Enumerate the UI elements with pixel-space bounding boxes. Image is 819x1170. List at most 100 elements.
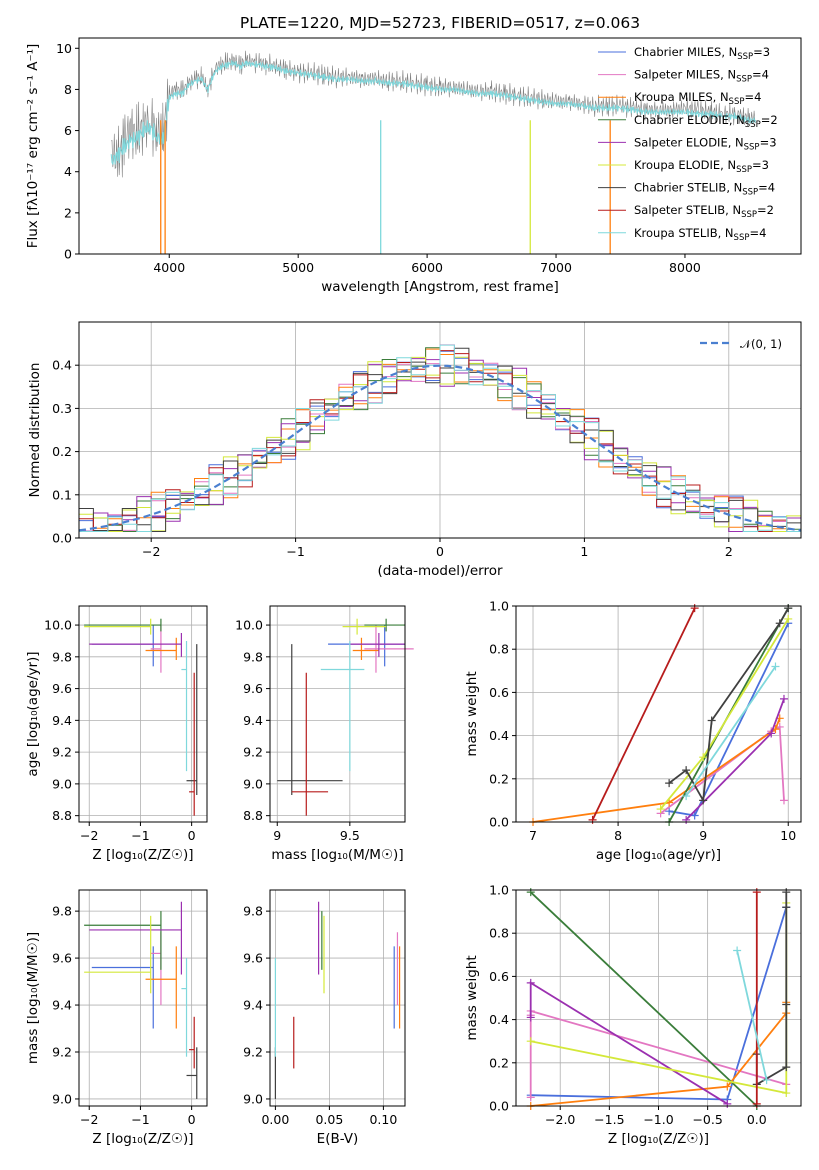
x-tick-label: 0 [436,544,444,559]
weight-point [526,1013,535,1022]
x-tick-label: 4000 [153,260,185,275]
weight-point [779,694,788,703]
y-tick-label: 9.8 [52,649,72,664]
panel-age-vs-Z: −2 −1 0 8.8 9.0 9.2 9.4 9.6 9.8 10.0 Z [log₁₀(Z/Z☉… [25,605,208,863]
legend-entry: 𝒩(0, 1) [740,337,782,351]
y-tick-label: 0.6 [489,685,509,700]
x-tick-label: −1.0 [643,1112,673,1127]
panel-residuals: −2 −1 0 1 2 0.0 0.1 0.2 0.3 0.4 (data-model)/error… [27,321,802,579]
weight-point [707,716,716,725]
y-tick-label: 0.0 [489,1099,509,1114]
x-axis-label: Z [log₁₀(Z/Z☉)] [92,1131,193,1147]
axes-frame [78,889,208,1107]
y-tick-label: 0.4 [52,358,72,373]
x-axis-label: E(B-V) [317,1131,359,1147]
gridlines [270,890,405,1106]
weight-point [779,796,788,805]
y-tick-label: 0.6 [489,969,509,984]
weight-point [699,753,708,762]
gridlines [270,606,405,822]
axes-frame [269,889,406,1107]
legend-entry: Salpeter STELIB, NSSP=2 [634,203,774,220]
y-tick-label: 9.2 [243,745,263,760]
panel-age-vs-mass: 9 9.5 8.8 9.0 9.2 9.4 9.6 9.8 10.0 mass [log₁₀(M/… [235,605,414,863]
weight-line [532,717,781,823]
weight-point [682,792,691,801]
x-tick-label: 9.5 [340,828,360,843]
y-tick-label: 0.8 [489,642,509,657]
x-tick-label: 6000 [411,260,443,275]
x-tick-label: −2.0 [545,1112,575,1127]
axes-frame [515,889,802,1107]
model-spectrum [110,60,757,165]
weight-point [690,604,699,613]
gridlines [516,605,801,823]
y-tick-label: 10.0 [235,618,263,633]
x-axis-label: Z [log₁₀(Z/Z☉)] [608,1131,709,1147]
y-tick-label: 9.4 [243,713,263,728]
weight-point [699,796,708,805]
weight-point [762,1076,771,1085]
normal-curve [78,364,802,532]
weight-point [782,1000,791,1009]
figure-title: PLATE=1220, MJD=52723, FIBERID=0517, z=0… [240,14,640,32]
y-tick-label: 2 [64,205,72,220]
y-tick-label: 8 [64,82,72,97]
weight-point [733,946,742,955]
weight-point [784,604,793,613]
weight-point [775,619,784,628]
x-tick-label: 7 [529,828,537,843]
x-tick-label: 0.00 [261,1112,289,1127]
y-tick-label: 1.0 [489,599,509,614]
y-tick-label: 9.4 [52,713,72,728]
x-tick-label: 1 [580,544,588,559]
y-tick-label: 9.2 [52,745,72,760]
legend-entry: Chabrier ELODIE, NSSP=2 [634,113,778,130]
gridlines [79,890,207,1106]
panel-mass-vs-EBV: 0.00 0.05 0.10 9.0 9.2 9.4 9.6 9.8 E(B-V) [243,889,406,1147]
y-tick-label: 0.4 [489,1012,509,1027]
y-tick-label: 9.8 [243,649,263,664]
weight-point [723,1099,732,1108]
x-axis-label: wavelength [Angstrom, rest frame] [321,279,559,295]
y-tick-label: 10 [56,41,72,56]
y-axis-label: Normed distribution [27,363,43,498]
weight-point [782,1089,791,1098]
weight-point [771,662,780,671]
panel-mass-vs-Z: −2 −1 0 9.0 9.2 9.4 9.6 9.8 Z [log₁₀(Z/Z☉)] mass … [25,889,208,1147]
x-axis-label: (data-model)/error [377,563,503,579]
legend-entry: Chabrier STELIB, NSSP=4 [634,181,775,198]
x-tick-label: 2 [725,544,733,559]
x-tick-label: −0.5 [692,1112,722,1127]
x-tick-label: 9 [273,828,281,843]
x-axis-label: Z [log₁₀(Z/Z☉)] [92,847,193,863]
axes-frame [78,321,802,539]
y-tick-label: 0.2 [489,771,509,786]
weight-point [682,815,691,824]
x-tick-label: 0 [188,828,196,843]
legend-entry: Kroupa STELIB, NSSP=4 [634,226,766,243]
y-tick-label: 8.8 [52,808,72,823]
weight-point [723,1082,732,1091]
panel-spectrum: 4000 5000 6000 7000 8000 0 2 4 6 8 10 wavelength [A… [25,37,802,295]
weight-point [784,614,793,623]
y-axis-label: Flux [fλ10⁻¹⁷ erg cm⁻² s⁻¹ A⁻¹] [25,44,41,249]
weight-point [782,903,791,912]
weight-point [682,766,691,775]
weight-point [588,815,597,824]
x-tick-label: 0.0 [747,1112,767,1127]
x-tick-label: −1 [131,828,149,843]
axes-frame [78,37,802,255]
y-tick-label: 0 [64,247,72,262]
x-tick-label: −2 [142,544,160,559]
y-tick-label: 9.0 [243,1091,263,1106]
x-axis-label: mass [log₁₀(M/M☉)] [271,847,403,863]
x-tick-label: −2 [80,828,98,843]
weight-line [530,891,758,1107]
y-tick-label: 10.0 [44,618,72,633]
y-tick-label: 0.2 [52,444,72,459]
plot-area [277,618,414,816]
legend-entry: Chabrier MILES, NSSP=3 [634,45,770,62]
legend-entry: Kroupa MILES, NSSP=4 [634,90,761,107]
